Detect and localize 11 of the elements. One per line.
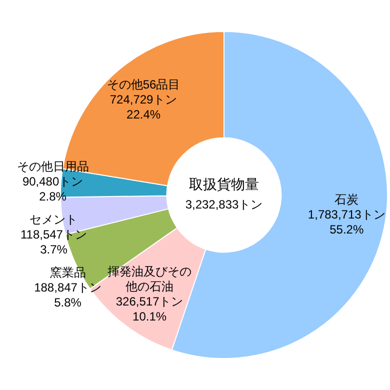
data-label: 724,729トン 22.4% (110, 92, 178, 122)
data-label: 90,480トン 2.8% (22, 174, 84, 204)
slice-label: 石炭 (334, 192, 359, 206)
slice-label: セメント (30, 212, 78, 227)
data-label: 326,517トン 10.1% (116, 294, 184, 324)
text: 取扱貨物量 (189, 176, 259, 192)
data-label: 188,847トン 5.8% (34, 280, 102, 310)
text: 3,232,833トン (185, 197, 263, 212)
data-label: 1,783,713トン 55.2% (308, 207, 386, 236)
slice-label: 揮発油及びその他の石油 (108, 264, 192, 294)
slice-label: その他56品目 (106, 78, 180, 92)
